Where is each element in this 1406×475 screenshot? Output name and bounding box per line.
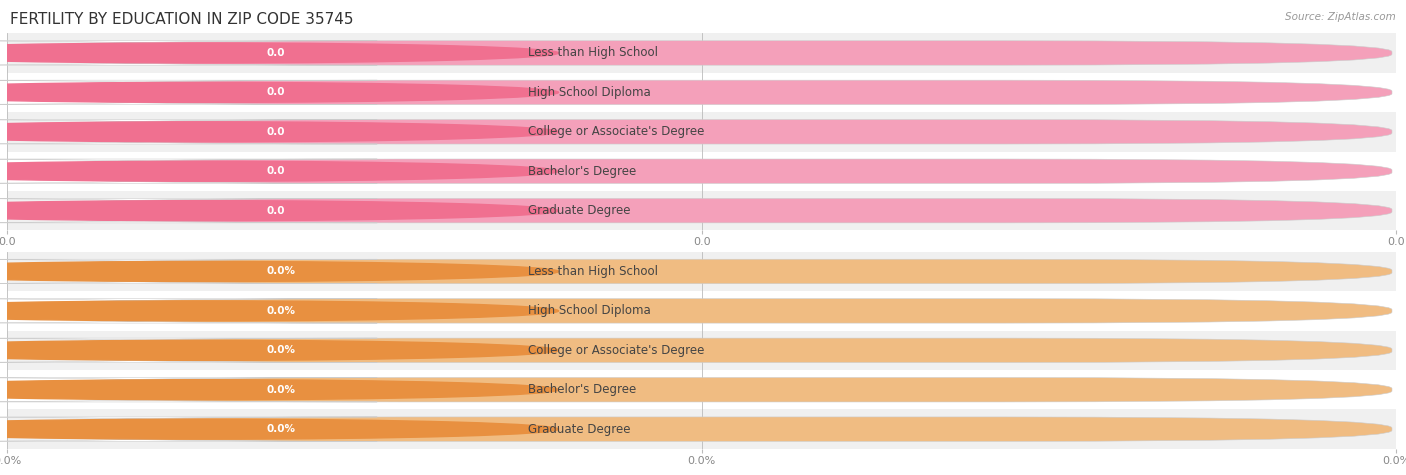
Text: 0.0%: 0.0% (267, 266, 295, 276)
Bar (7, 331, 1396, 370)
Bar (7, 191, 1396, 230)
Text: Bachelor's Degree: Bachelor's Degree (529, 383, 636, 396)
Text: 0.0%: 0.0% (267, 306, 295, 316)
FancyBboxPatch shape (0, 378, 377, 402)
FancyBboxPatch shape (11, 120, 1392, 144)
Text: 0.0%: 0.0% (267, 424, 295, 434)
Text: Less than High School: Less than High School (529, 265, 658, 278)
Text: FERTILITY BY EDUCATION IN ZIP CODE 35745: FERTILITY BY EDUCATION IN ZIP CODE 35745 (10, 12, 353, 27)
Bar (7, 152, 1396, 191)
Text: Bachelor's Degree: Bachelor's Degree (529, 165, 636, 178)
FancyBboxPatch shape (11, 299, 1392, 323)
FancyBboxPatch shape (0, 259, 377, 284)
FancyBboxPatch shape (0, 120, 377, 144)
Circle shape (0, 261, 558, 282)
Bar (7, 33, 1396, 73)
Circle shape (0, 122, 558, 142)
Text: Graduate Degree: Graduate Degree (529, 423, 630, 436)
Bar (7, 112, 1396, 152)
Bar (7, 252, 1396, 291)
FancyBboxPatch shape (11, 159, 1392, 183)
Circle shape (0, 82, 558, 103)
Text: 0.0: 0.0 (267, 48, 285, 58)
Text: 0.0: 0.0 (267, 206, 285, 216)
FancyBboxPatch shape (0, 41, 377, 65)
FancyBboxPatch shape (0, 338, 377, 362)
Text: High School Diploma: High School Diploma (529, 304, 651, 317)
FancyBboxPatch shape (11, 259, 1392, 284)
Text: College or Associate's Degree: College or Associate's Degree (529, 344, 704, 357)
Circle shape (0, 301, 558, 321)
FancyBboxPatch shape (11, 417, 1392, 441)
Bar (7, 291, 1396, 331)
Bar (7, 370, 1396, 409)
FancyBboxPatch shape (11, 80, 1392, 104)
FancyBboxPatch shape (0, 159, 377, 183)
Circle shape (0, 200, 558, 221)
FancyBboxPatch shape (0, 80, 377, 104)
Text: Graduate Degree: Graduate Degree (529, 204, 630, 217)
Circle shape (0, 43, 558, 63)
Circle shape (0, 161, 558, 181)
Text: 0.0: 0.0 (267, 87, 285, 97)
Text: High School Diploma: High School Diploma (529, 86, 651, 99)
FancyBboxPatch shape (0, 299, 377, 323)
Text: Less than High School: Less than High School (529, 47, 658, 59)
Text: Source: ZipAtlas.com: Source: ZipAtlas.com (1285, 12, 1396, 22)
FancyBboxPatch shape (11, 338, 1392, 362)
Text: 0.0: 0.0 (267, 166, 285, 176)
Text: 0.0%: 0.0% (267, 385, 295, 395)
Bar (7, 409, 1396, 449)
FancyBboxPatch shape (11, 199, 1392, 223)
FancyBboxPatch shape (0, 199, 377, 223)
Bar (7, 73, 1396, 112)
Circle shape (0, 380, 558, 400)
FancyBboxPatch shape (0, 417, 377, 441)
Circle shape (0, 419, 558, 439)
Text: 0.0%: 0.0% (267, 345, 295, 355)
FancyBboxPatch shape (11, 378, 1392, 402)
Text: 0.0: 0.0 (267, 127, 285, 137)
Text: College or Associate's Degree: College or Associate's Degree (529, 125, 704, 138)
Circle shape (0, 340, 558, 361)
FancyBboxPatch shape (11, 41, 1392, 65)
